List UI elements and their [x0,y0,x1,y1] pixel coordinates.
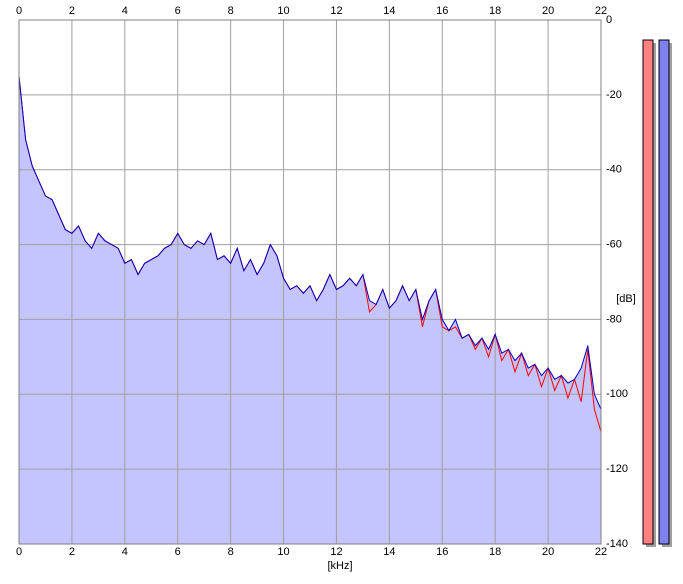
x-tick-label: 12 [330,546,342,558]
x-tick-label: 10 [277,546,289,558]
x-tick-label: 20 [542,546,554,558]
y-tick-label: -120 [606,463,628,475]
y-tick-label: -40 [606,164,622,176]
x-tick-label: 18 [489,546,501,558]
grid [18,19,602,545]
x-tick-label-top: 22 [595,5,607,17]
x-tick-label: 14 [383,546,395,558]
x-tick-label-top: 20 [542,5,554,17]
x-tick-label: 0 [16,546,22,558]
y-tick-label: -60 [606,238,622,250]
x-tick-label-top: 8 [228,5,234,17]
right-meter [658,39,670,545]
spectrum-line [18,76,602,410]
x-tick-label-top: 2 [69,5,75,17]
x-tick-label-top: 16 [436,5,448,17]
x-axis-label: [kHz] [327,560,352,572]
x-tick-label: 2 [69,546,75,558]
y-tick-label: -80 [606,313,622,325]
x-tick-label-top: 18 [489,5,501,17]
x-tick-label-top: 4 [122,5,128,17]
level-meters [642,39,672,547]
area-fill [19,76,601,545]
x-tick-label-top: 6 [175,5,181,17]
x-tick-label: 6 [175,546,181,558]
y-tick-label: -140 [606,538,628,550]
x-tick-label: 22 [595,546,607,558]
x-tick-label-top: 14 [383,5,395,17]
x-tick-label: 16 [436,546,448,558]
x-tick-label: 8 [228,546,234,558]
left-meter [642,39,654,545]
y-axis-label: [dB] [616,293,636,305]
y-tick-label: 0 [606,14,612,26]
y-tick-label: -100 [606,388,628,400]
x-tick-label-top: 0 [16,5,22,17]
x-tick-label-top: 12 [330,5,342,17]
plot-frame [18,19,602,545]
x-tick-label-top: 10 [277,5,289,17]
x-tick-label: 4 [122,546,128,558]
y-tick-label: -20 [606,89,622,101]
